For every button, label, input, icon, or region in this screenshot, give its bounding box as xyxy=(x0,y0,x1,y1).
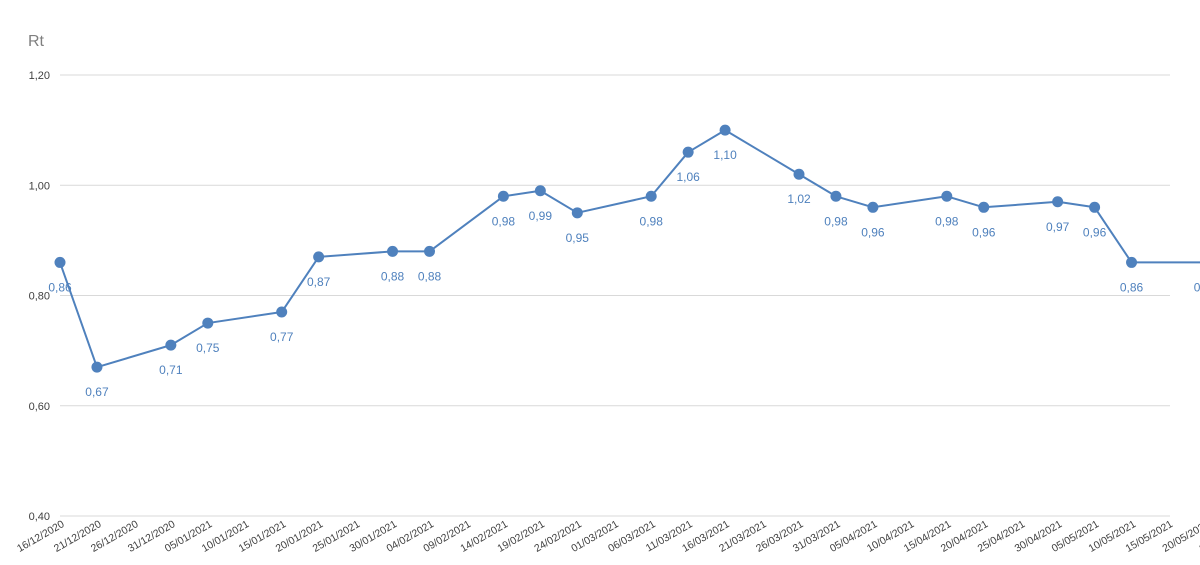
data-label: 0,71 xyxy=(159,363,183,377)
data-label: 0,77 xyxy=(270,330,294,344)
data-label: 0,98 xyxy=(492,214,516,228)
data-label: 0,75 xyxy=(196,341,220,355)
data-label: 0,96 xyxy=(1083,225,1107,239)
data-points xyxy=(54,124,1200,373)
data-point xyxy=(682,146,694,158)
data-point xyxy=(941,190,953,202)
data-point xyxy=(1052,196,1064,208)
data-point xyxy=(1126,256,1138,268)
data-point xyxy=(978,201,990,213)
data-label: 0,96 xyxy=(972,225,996,239)
gridlines xyxy=(60,74,1170,517)
data-label: 0,67 xyxy=(85,385,109,399)
data-point xyxy=(719,124,731,136)
data-point xyxy=(202,317,214,329)
data-label: 1,06 xyxy=(676,170,700,184)
data-label: 0,87 xyxy=(307,275,331,289)
data-label: 0,88 xyxy=(418,269,442,283)
data-point xyxy=(424,245,435,257)
data-point xyxy=(645,190,657,202)
data-label: 0,96 xyxy=(861,225,885,239)
data-point xyxy=(387,245,399,257)
data-label: 0,95 xyxy=(566,231,590,245)
data-point xyxy=(497,190,509,202)
data-label: 0,86 xyxy=(1194,280,1200,294)
data-label: 0,98 xyxy=(824,214,848,228)
data-label: 0,99 xyxy=(529,209,553,223)
data-label: 0,86 xyxy=(1120,280,1144,294)
y-tick-label: 0,40 xyxy=(29,511,50,523)
data-point xyxy=(867,201,879,213)
data-point xyxy=(165,339,177,351)
data-point xyxy=(276,306,288,318)
data-point xyxy=(54,256,66,268)
data-label: 1,10 xyxy=(713,148,737,162)
data-point xyxy=(830,190,842,202)
y-axis-title: Rt xyxy=(28,33,45,50)
data-label: 0,97 xyxy=(1046,220,1070,234)
data-labels: 0,86 0,67 0,71 0,75 0,77 0,87 0,88 0,88 0,98 0,99… xyxy=(48,148,1200,399)
data-point xyxy=(534,185,546,197)
y-tick-label: 1,00 xyxy=(29,180,50,192)
data-point xyxy=(571,207,583,219)
y-axis-ticks: 0,40 0,60 0,80 1,00 1,20 xyxy=(29,70,50,523)
y-tick-label: 0,80 xyxy=(29,291,50,303)
data-label: 0,98 xyxy=(935,214,959,228)
y-tick-label: 0,60 xyxy=(29,401,50,413)
data-point xyxy=(1089,201,1101,213)
data-label: 1,02 xyxy=(787,192,811,206)
data-label: 0,98 xyxy=(640,214,664,228)
data-label: 0,88 xyxy=(381,269,405,283)
series-line xyxy=(59,129,1200,369)
data-label: 0,86 xyxy=(48,280,72,294)
data-point xyxy=(91,361,103,373)
y-tick-label: 1,20 xyxy=(29,70,50,82)
series-line-layer xyxy=(59,129,1200,369)
x-axis-ticks: 16/12/202021/12/202026/12/202031/12/2020… xyxy=(15,518,1200,555)
data-point xyxy=(793,168,805,180)
data-point xyxy=(313,251,325,263)
